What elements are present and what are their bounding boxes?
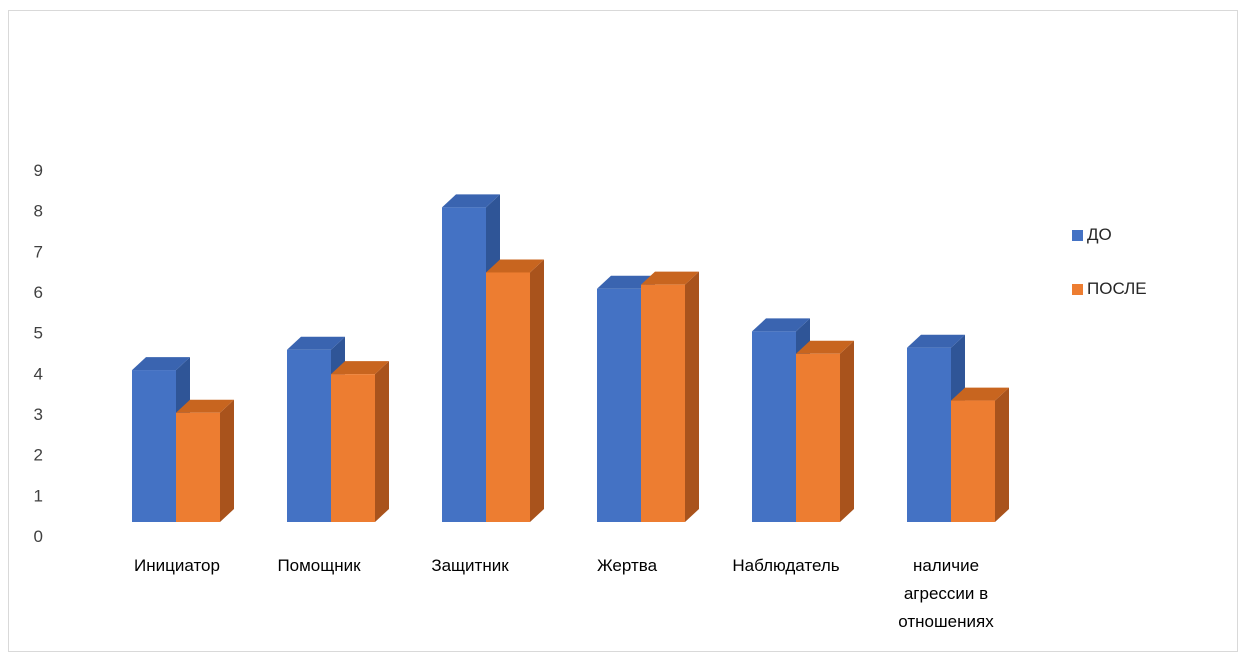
legend-swatch-do [1072,229,1083,241]
y-tick-label: 1 [34,486,43,505]
bar-posle [641,271,699,522]
legend: ДО ПОСЛЕ [1072,222,1147,330]
y-tick-label: 8 [34,202,43,221]
y-tick-label: 9 [34,161,43,180]
y-tick-label: 0 [34,527,43,546]
category-label: наличие агрессии в отношениях [898,556,994,631]
y-tick-label: 4 [34,364,43,383]
category-label: Инициатор [134,556,220,575]
bar-posle [951,387,1009,522]
legend-item-posle: ПОСЛЕ [1072,276,1147,302]
bar-posle [176,399,234,522]
bars [132,194,1009,522]
bar-chart: 0 1 2 3 4 5 6 7 8 9 Инициатор Помощник Защитник Жерт… [34,161,1009,631]
category-label: Наблюдатель [732,556,839,575]
legend-swatch-posle [1072,283,1083,295]
y-tick-label: 2 [34,446,43,465]
bar-posle [331,361,389,522]
legend-item-do: ДО [1072,222,1147,248]
bar-posle [486,259,544,522]
category-label: Жертва [597,556,658,575]
category-labels: Инициатор Помощник Защитник Жертва Наблюдате… [134,556,994,631]
category-label: Защитник [431,556,509,575]
y-tick-label: 5 [34,324,43,343]
y-axis-ticks: 0 1 2 3 4 5 6 7 8 9 [34,161,43,546]
legend-label-do: ДО [1087,225,1112,244]
y-tick-label: 6 [34,283,43,302]
y-tick-label: 3 [34,405,43,424]
bar-posle [796,340,854,522]
category-label: Помощник [277,556,361,575]
legend-label-posle: ПОСЛЕ [1087,279,1147,298]
y-tick-label: 7 [34,242,43,261]
